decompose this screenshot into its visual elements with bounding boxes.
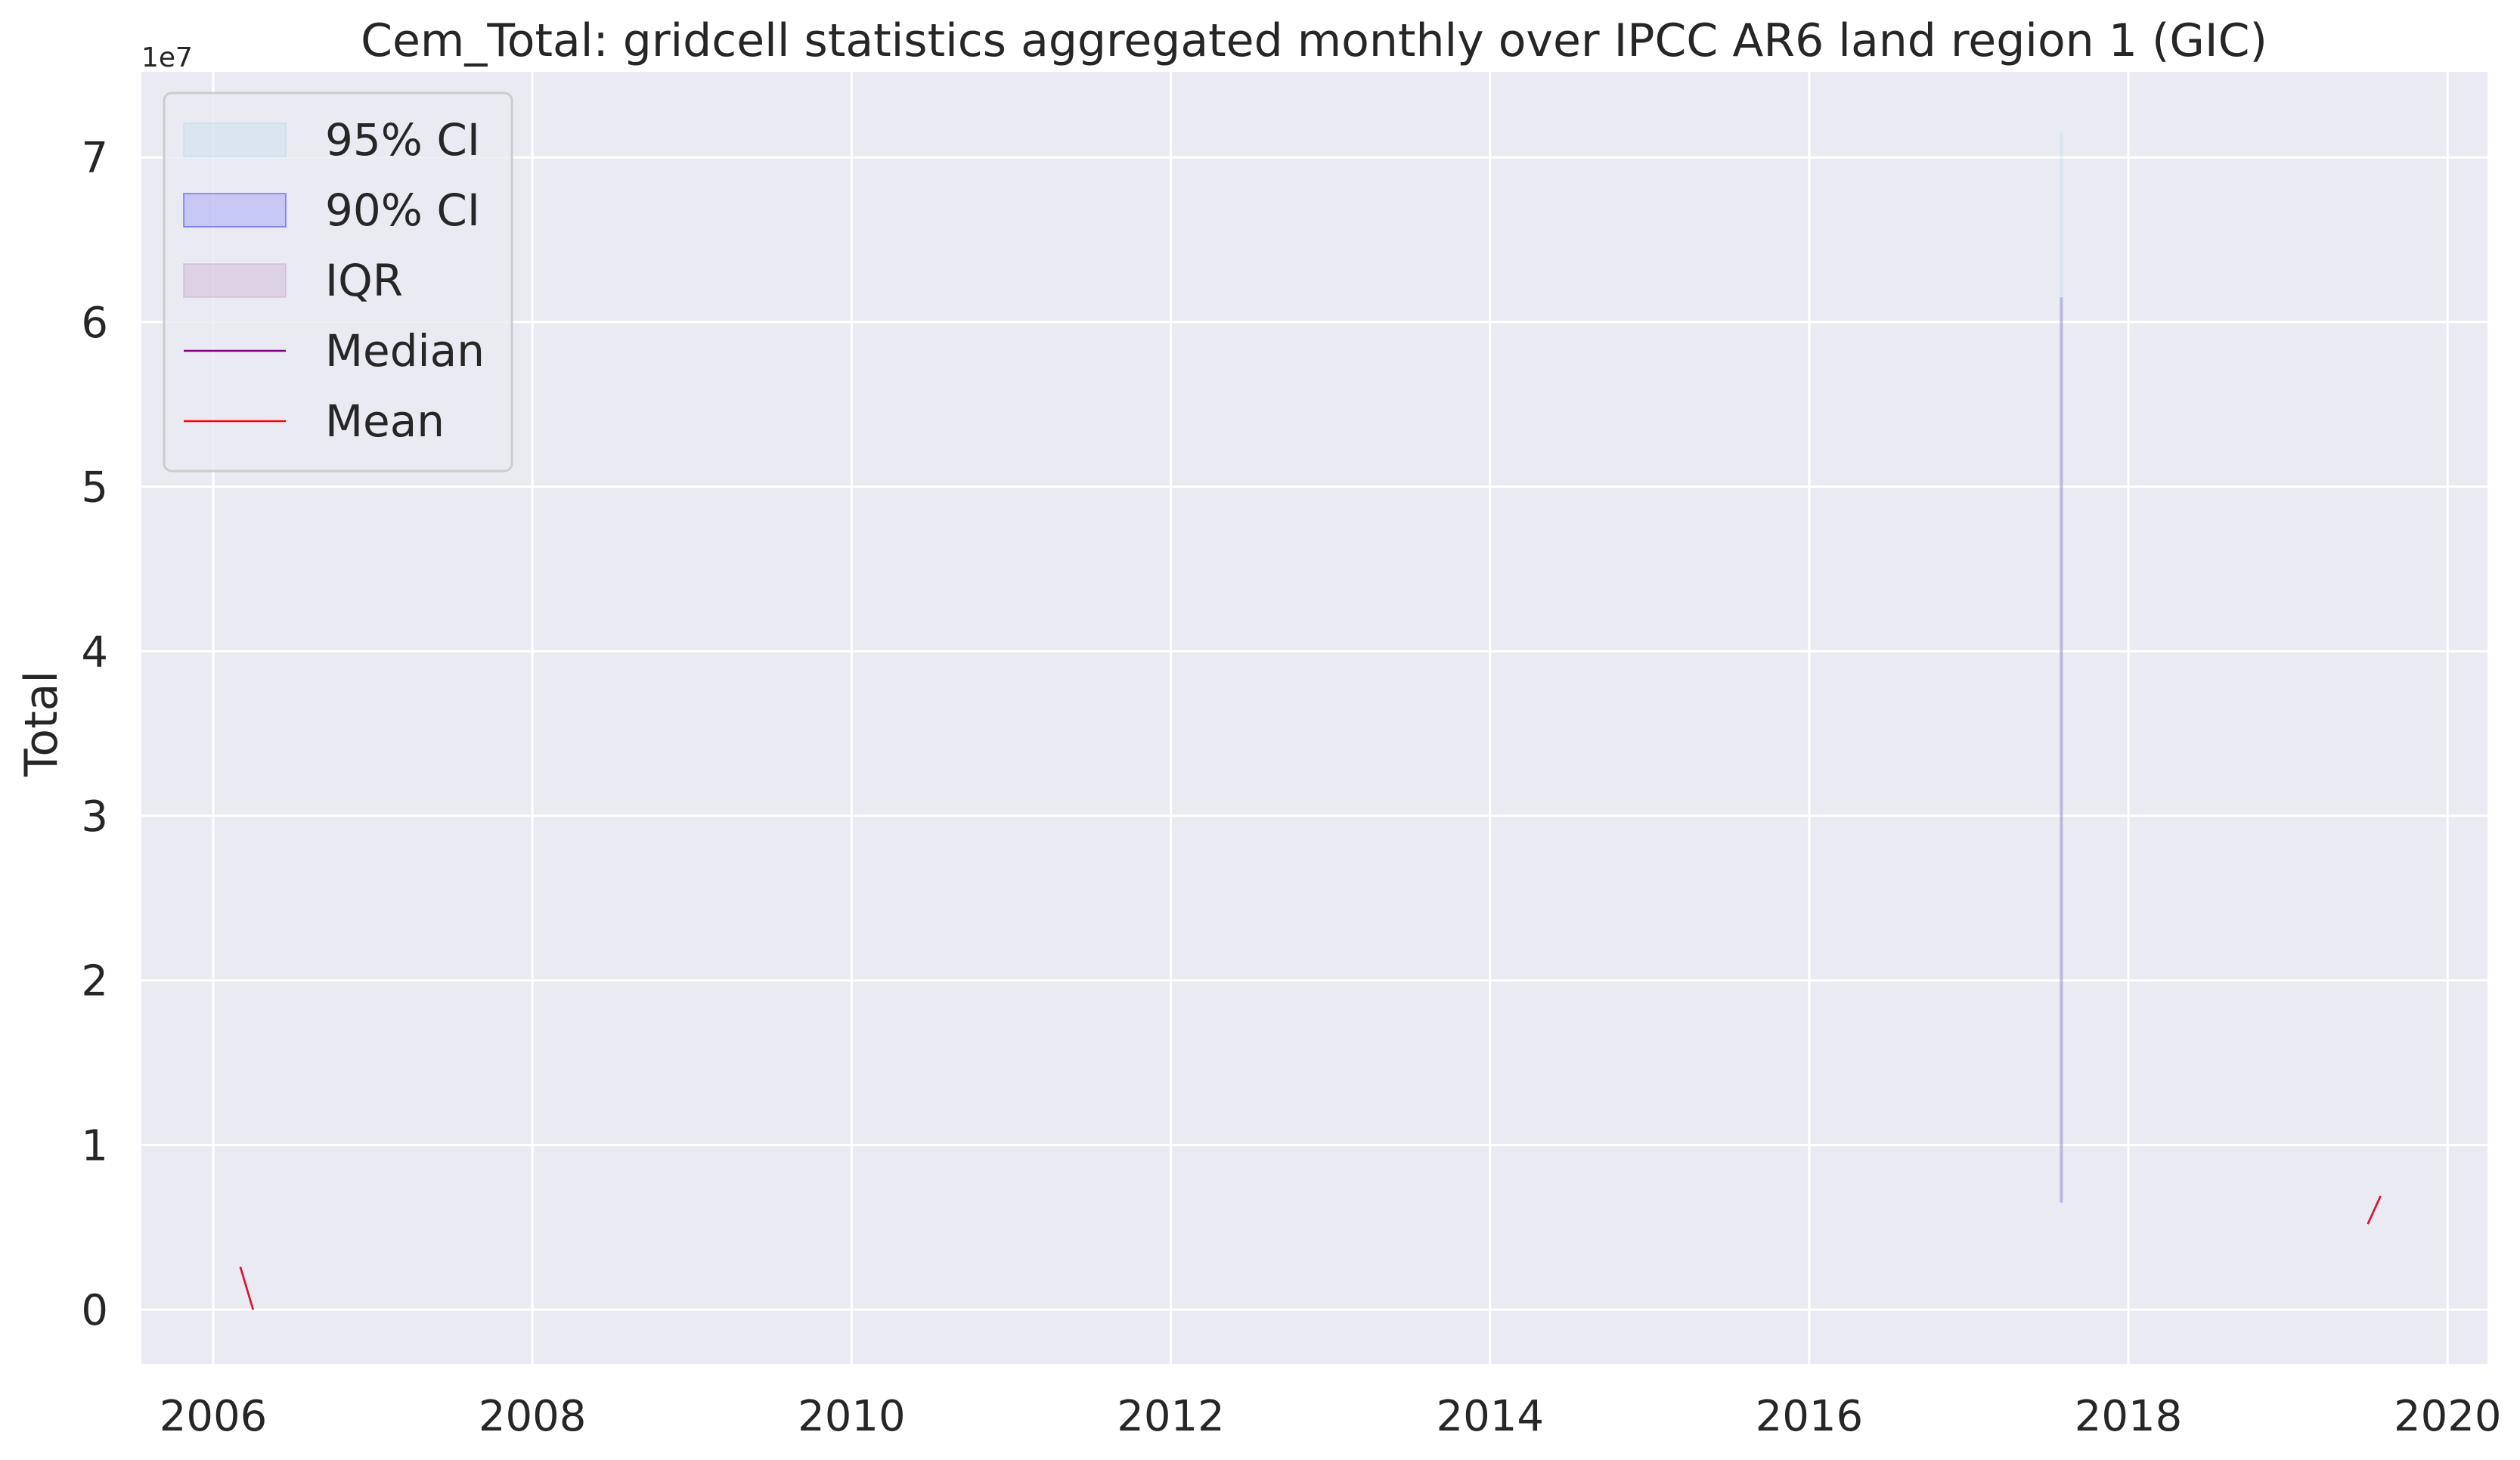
confidence-bands xyxy=(2060,132,2063,1203)
legend-label-iqr: IQR xyxy=(325,255,403,306)
y-tick-label: 7 xyxy=(81,134,108,183)
x-tick-label: 2010 xyxy=(798,1392,906,1441)
y-tick-label: 6 xyxy=(81,299,108,348)
legend-label-90-ci: 90% CI xyxy=(325,184,480,236)
y-tick-label: 2 xyxy=(81,957,108,1006)
legend-swatch-95-ci xyxy=(183,122,287,157)
legend-label-mean: Mean xyxy=(325,395,445,447)
band-iqr xyxy=(2060,297,2063,1203)
series-lines xyxy=(239,1195,2382,1310)
legend-swatch-90-ci xyxy=(183,193,287,228)
x-tick-label: 2006 xyxy=(160,1392,268,1441)
y-axis-label: Total xyxy=(15,671,68,777)
legend-frame xyxy=(163,91,513,473)
x-tick-label: 2020 xyxy=(2394,1392,2502,1441)
legend-swatch-iqr xyxy=(183,263,287,298)
x-tick-labels: 2006 2008 2010 2012 2014 2016 2018 2020 xyxy=(160,1392,2502,1441)
y-tick-label: 5 xyxy=(81,463,108,513)
y-tick-label: 1 xyxy=(81,1121,108,1170)
y-tick-label: 3 xyxy=(81,792,108,842)
series-mean-line xyxy=(239,1266,254,1310)
y-tick-label: 0 xyxy=(81,1286,108,1335)
x-tick-label: 2012 xyxy=(1117,1392,1225,1441)
x-tick-label: 2008 xyxy=(479,1392,587,1441)
chart-title: Cem_Total: gridcell statistics aggregate… xyxy=(361,14,2267,67)
legend-label-median: Median xyxy=(325,325,485,377)
y-tick-labels: 0 1 2 3 4 5 6 7 xyxy=(81,134,108,1335)
legend-label-95-ci: 95% CI xyxy=(325,114,480,166)
x-tick-label: 2016 xyxy=(1756,1392,1864,1441)
x-tick-label: 2018 xyxy=(2075,1392,2183,1441)
y-tick-label: 4 xyxy=(81,628,108,677)
grid xyxy=(141,72,2487,1364)
band-95-ci xyxy=(2060,132,2063,1203)
x-tick-label: 2014 xyxy=(1436,1392,1544,1441)
series-mean-line xyxy=(2367,1195,2382,1225)
band-90-ci xyxy=(2060,297,2063,1203)
legend: 95% CI 90% CI IQR Median Mean xyxy=(163,91,513,473)
y-offset-text: 1e7 xyxy=(141,42,193,73)
